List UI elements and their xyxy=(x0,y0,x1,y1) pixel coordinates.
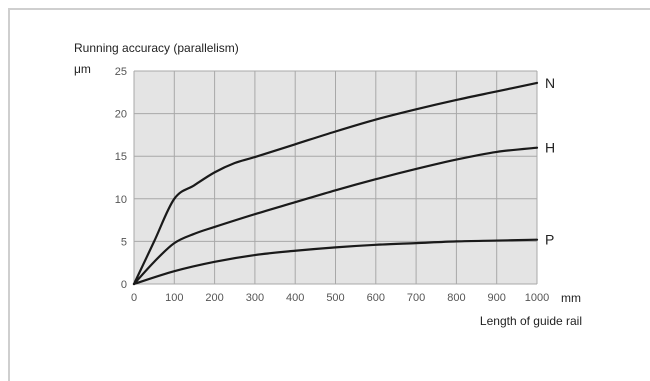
chart-title: Running accuracy (parallelism) xyxy=(74,41,239,55)
x-tick-label: 400 xyxy=(286,292,304,304)
y-axis-unit: μm xyxy=(74,62,91,76)
series-label-p: P xyxy=(545,232,554,248)
x-tick-label: 600 xyxy=(367,292,385,304)
x-tick-label: 800 xyxy=(447,292,465,304)
y-tick-label: 25 xyxy=(115,66,127,78)
x-tick-label: 900 xyxy=(488,292,506,304)
series-lines xyxy=(132,81,539,286)
x-tick-label: 200 xyxy=(205,292,223,304)
series-label-h: H xyxy=(545,140,555,156)
y-tick-label: 20 xyxy=(115,109,127,121)
y-tick-label: 15 xyxy=(115,151,127,163)
x-tick-label: 500 xyxy=(326,292,344,304)
x-tick-labels: 0 100 200 300 400 500 600 700 800 900 1000 xyxy=(131,292,549,304)
chart-frame xyxy=(8,8,650,381)
x-tick-label: 100 xyxy=(165,292,183,304)
x-axis-label: Length of guide rail xyxy=(480,314,582,328)
y-tick-label: 5 xyxy=(121,236,127,248)
series-labels: N H P xyxy=(545,75,555,248)
series-line-h xyxy=(132,146,539,286)
series-line-p xyxy=(132,238,539,286)
x-tick-label: 1000 xyxy=(525,292,549,304)
x-tick-label: 700 xyxy=(407,292,425,304)
x-tick-label: 0 xyxy=(131,292,137,304)
y-tick-labels: 0 5 10 15 20 25 xyxy=(115,66,127,291)
x-axis-unit: mm xyxy=(561,291,581,305)
y-tick-label: 0 xyxy=(121,279,127,291)
series-label-n: N xyxy=(545,75,555,91)
y-tick-label: 10 xyxy=(115,194,127,206)
series-line-n xyxy=(132,81,539,286)
x-tick-label: 300 xyxy=(246,292,264,304)
